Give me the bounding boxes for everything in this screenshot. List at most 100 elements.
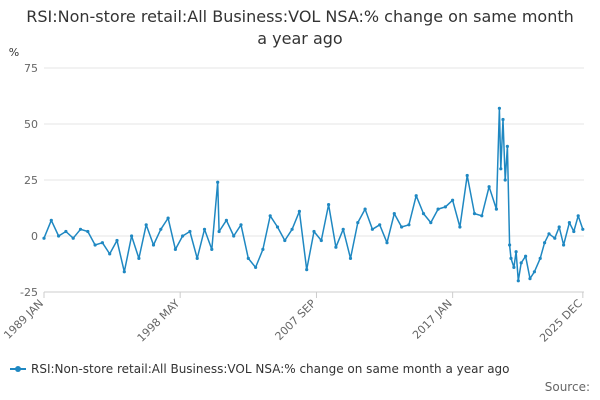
data-point[interactable] xyxy=(297,209,301,213)
data-point[interactable] xyxy=(137,256,141,260)
y-axis-label: % xyxy=(9,46,19,59)
data-point[interactable] xyxy=(348,256,353,260)
data-point[interactable] xyxy=(567,221,572,225)
data-point[interactable] xyxy=(508,243,512,247)
data-point[interactable] xyxy=(210,247,214,251)
data-point[interactable] xyxy=(356,221,360,225)
data-point[interactable] xyxy=(275,225,280,229)
data-point[interactable] xyxy=(173,247,177,251)
data-point[interactable] xyxy=(400,225,404,229)
data-point[interactable] xyxy=(78,227,83,231)
data-point[interactable] xyxy=(562,243,566,247)
data-point[interactable] xyxy=(188,229,192,234)
data-point[interactable] xyxy=(327,203,331,207)
series-line xyxy=(43,107,584,282)
data-point[interactable] xyxy=(543,241,547,245)
data-point[interactable] xyxy=(115,238,119,243)
data-point[interactable] xyxy=(319,238,323,243)
y-tick-label: 50 xyxy=(24,118,38,131)
data-point[interactable] xyxy=(378,223,382,227)
data-point[interactable] xyxy=(232,234,236,238)
data-point[interactable] xyxy=(86,229,90,234)
x-tick-label: 1998 MAY xyxy=(135,297,183,345)
data-point[interactable] xyxy=(514,250,518,254)
data-point[interactable] xyxy=(217,229,221,234)
legend[interactable]: RSI:Non-store retail:All Business:VOL NS… xyxy=(10,362,510,376)
data-point[interactable] xyxy=(487,185,491,189)
data-point[interactable] xyxy=(312,229,316,234)
data-point[interactable] xyxy=(202,227,207,231)
data-point[interactable] xyxy=(414,194,418,198)
data-point[interactable] xyxy=(516,279,520,283)
data-point[interactable] xyxy=(283,238,287,243)
data-point[interactable] xyxy=(64,229,68,234)
data-point[interactable] xyxy=(505,144,509,148)
data-point[interactable] xyxy=(334,245,338,249)
series-group xyxy=(42,106,585,283)
data-point[interactable] xyxy=(195,256,199,260)
x-tick-label: 1989 JAN xyxy=(1,297,46,342)
data-point[interactable] xyxy=(261,247,265,251)
data-point[interactable] xyxy=(341,227,345,231)
data-point[interactable] xyxy=(239,223,243,227)
data-point[interactable] xyxy=(130,234,134,238)
data-point[interactable] xyxy=(429,221,433,225)
data-point[interactable] xyxy=(93,243,97,247)
data-point[interactable] xyxy=(509,256,513,260)
data-point[interactable] xyxy=(254,265,258,269)
data-point[interactable] xyxy=(499,167,503,171)
x-axis-ticks: 1989 JAN 1998 MAY 2007 SEP 2017 JAN 2025 DEC xyxy=(1,292,585,345)
x-tick-label: 2025 DEC xyxy=(537,297,585,345)
data-point[interactable] xyxy=(49,218,53,222)
data-point[interactable] xyxy=(216,180,220,184)
data-point[interactable] xyxy=(501,117,505,122)
data-point[interactable] xyxy=(407,223,411,227)
data-point[interactable] xyxy=(547,232,551,236)
data-point[interactable] xyxy=(290,227,294,231)
data-point[interactable] xyxy=(512,265,516,269)
data-point[interactable] xyxy=(305,268,309,272)
data-point[interactable] xyxy=(465,173,469,178)
data-point[interactable] xyxy=(268,214,272,218)
data-point[interactable] xyxy=(166,216,170,220)
data-point[interactable] xyxy=(528,277,532,281)
data-point[interactable] xyxy=(151,243,156,247)
data-point[interactable] xyxy=(42,236,46,240)
data-point[interactable] xyxy=(553,236,557,240)
data-point[interactable] xyxy=(108,252,112,256)
data-point[interactable] xyxy=(385,241,389,245)
data-point[interactable] xyxy=(576,214,580,218)
data-point[interactable] xyxy=(100,241,104,245)
chart-title: RSI:Non-store retail:All Business:VOL NS… xyxy=(26,7,574,48)
x-tick-label: 2017 JAN xyxy=(410,297,455,342)
data-point[interactable] xyxy=(370,227,374,231)
data-point[interactable] xyxy=(159,227,163,231)
data-point[interactable] xyxy=(363,207,367,211)
data-point[interactable] xyxy=(181,234,185,238)
data-point[interactable] xyxy=(503,178,507,182)
data-point[interactable] xyxy=(497,106,501,110)
data-point[interactable] xyxy=(532,270,537,274)
data-point[interactable] xyxy=(122,270,126,274)
data-point[interactable] xyxy=(443,205,447,209)
data-point[interactable] xyxy=(57,234,61,238)
data-point[interactable] xyxy=(524,254,528,258)
data-point[interactable] xyxy=(519,261,523,265)
data-point[interactable] xyxy=(451,198,455,202)
data-point[interactable] xyxy=(392,212,396,216)
data-point[interactable] xyxy=(246,256,250,260)
data-point[interactable] xyxy=(538,256,542,260)
data-point[interactable] xyxy=(494,207,498,211)
data-point[interactable] xyxy=(224,218,228,222)
data-point[interactable] xyxy=(581,227,585,231)
data-point[interactable] xyxy=(458,225,462,229)
data-point[interactable] xyxy=(557,225,561,229)
data-point[interactable] xyxy=(436,207,440,211)
data-point[interactable] xyxy=(572,229,576,234)
data-point[interactable] xyxy=(71,236,75,240)
data-point[interactable] xyxy=(421,212,426,216)
data-point[interactable] xyxy=(480,214,484,218)
data-point[interactable] xyxy=(472,212,477,216)
data-point[interactable] xyxy=(144,223,148,227)
